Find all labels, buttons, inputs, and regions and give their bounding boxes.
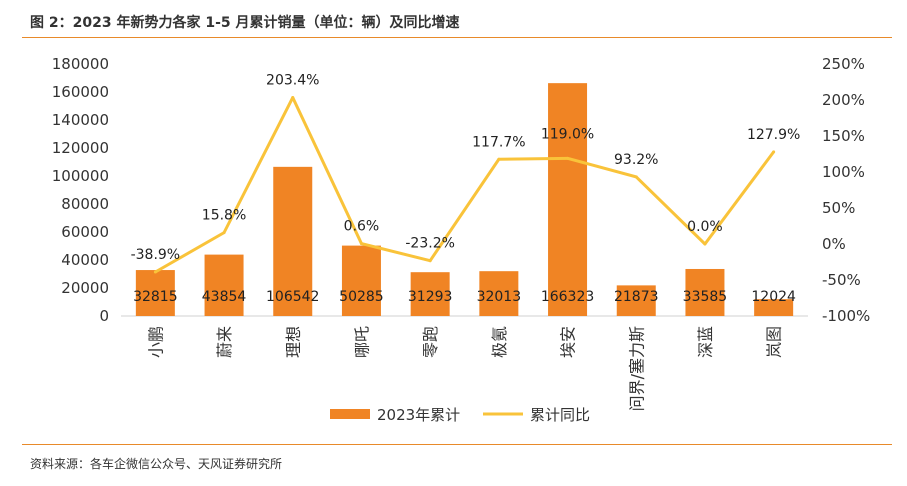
- left-tick-label: 80000: [61, 195, 109, 213]
- right-tick-label: 250%: [822, 55, 865, 73]
- growth-point: [359, 242, 363, 246]
- growth-value-label: 117.7%: [472, 134, 525, 150]
- bar-value-label: 31293: [408, 289, 453, 305]
- bar-value-label: 33585: [683, 289, 728, 305]
- bar: [754, 299, 794, 316]
- right-tick-label: 50%: [822, 199, 855, 217]
- legend-bar-label: 2023年累计: [377, 406, 460, 424]
- bar: [685, 268, 725, 316]
- left-tick-label: 160000: [52, 83, 109, 101]
- category-label: 小鹏: [146, 326, 165, 358]
- top-rule: [22, 37, 892, 38]
- growth-value-label: 203.4%: [266, 73, 319, 89]
- growth-line: -38.9% 15.8% 203.4% 0.6% -23.2% 117.7% 119.0% 9…: [131, 73, 800, 274]
- right-axis: -100% -50% 0% 50% 100% 150% 200% 250%: [822, 55, 870, 325]
- legend-bar-swatch: [330, 409, 370, 419]
- growth-point: [428, 259, 432, 263]
- growth-value-label: 15.8%: [202, 208, 246, 224]
- bar: [616, 285, 656, 316]
- figure-title: 图 2：2023 年新势力各家 1-5 月累计销量（单位：辆）及同比增速: [30, 15, 460, 31]
- growth-point: [291, 96, 295, 100]
- bar: [135, 270, 175, 316]
- growth-point: [497, 157, 501, 161]
- category-label: 理想: [284, 326, 303, 358]
- bar: [410, 272, 450, 316]
- growth-point: [703, 242, 707, 246]
- left-tick-label: 140000: [52, 111, 109, 129]
- category-label: 岚图: [765, 326, 784, 358]
- growth-point: [566, 156, 570, 160]
- bar-value-label: 21873: [614, 289, 659, 305]
- growth-polyline: [154, 96, 775, 274]
- right-tick-label: -100%: [822, 307, 870, 325]
- legend-line-label: 累计同比: [530, 406, 590, 424]
- growth-point: [222, 231, 226, 235]
- category-label: 深蓝: [696, 326, 715, 358]
- bar: [479, 271, 519, 316]
- right-tick-label: 150%: [822, 127, 865, 145]
- category-label: 极氪: [490, 326, 509, 358]
- bar: [273, 166, 313, 316]
- category-labels: 小鹏 蔚来 理想 哪吒 零跑 极氪 埃安 问界/塞力斯 深蓝 岚图: [146, 326, 783, 411]
- growth-point: [772, 150, 776, 154]
- left-tick-label: 180000: [52, 55, 109, 73]
- right-tick-label: 0%: [822, 235, 846, 253]
- category-label: 问界/塞力斯: [627, 326, 646, 411]
- growth-value-label: 127.9%: [747, 127, 800, 143]
- bottom-rule: [22, 444, 892, 445]
- growth-point: [634, 175, 638, 179]
- bar: [548, 83, 588, 316]
- left-tick-label: 20000: [61, 279, 109, 297]
- bar-value-label: 50285: [339, 289, 384, 305]
- right-tick-label: 200%: [822, 91, 865, 109]
- category-label: 哪吒: [352, 326, 371, 358]
- bar: [204, 254, 244, 316]
- left-tick-label: 40000: [61, 251, 109, 269]
- growth-value-label: 0.6%: [344, 219, 380, 235]
- category-label: 埃安: [559, 326, 578, 358]
- source-note: 资料来源：各车企微信公众号、天风证券研究所: [30, 457, 283, 471]
- bar-value-label: 32815: [133, 289, 178, 305]
- right-tick-label: 100%: [822, 163, 865, 181]
- left-tick-label: 100000: [52, 167, 109, 185]
- bar-value-label: 166323: [541, 289, 594, 305]
- bar-value-label: 12024: [751, 289, 796, 305]
- bar-value-label: 106542: [266, 289, 319, 305]
- growth-value-label: -23.2%: [405, 236, 455, 252]
- legend: 2023年累计 累计同比: [330, 406, 590, 424]
- growth-point: [153, 270, 157, 274]
- growth-value-label: 119.0%: [541, 126, 594, 142]
- growth-value-label: 93.2%: [614, 152, 658, 168]
- chart: 0 20000 40000 60000 80000 100000 120000 140000 1…: [52, 55, 871, 424]
- right-tick-label: -50%: [822, 271, 861, 289]
- bar-value-label: 43854: [202, 289, 247, 305]
- bars: 32815 43854 106542 50285 31293 32013 166323 218…: [133, 83, 796, 316]
- bar-value-label: 32013: [477, 289, 522, 305]
- growth-value-label: 0.0%: [687, 219, 723, 235]
- bar: [341, 245, 381, 316]
- left-tick-label: 60000: [61, 223, 109, 241]
- growth-value-label: -38.9%: [131, 247, 181, 263]
- category-label: 蔚来: [215, 326, 234, 358]
- left-tick-label: 120000: [52, 139, 109, 157]
- category-label: 零跑: [421, 326, 440, 358]
- left-tick-label: 0: [99, 307, 109, 325]
